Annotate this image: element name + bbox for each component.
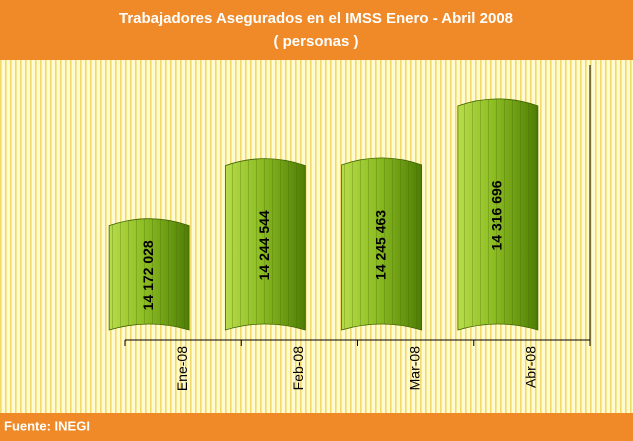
source: Fuente: INEGI bbox=[4, 418, 90, 433]
chart-title: Trabajadores Asegurados en el IMSS Enero… bbox=[119, 10, 513, 27]
x-tick-label: Abr-08 bbox=[523, 346, 539, 388]
value-label: 14 245 463 bbox=[372, 210, 388, 280]
footer-band bbox=[0, 413, 633, 441]
bar-texture bbox=[225, 158, 306, 330]
x-tick-label: Ene-08 bbox=[174, 346, 190, 391]
value-label: 14 316 696 bbox=[489, 180, 505, 250]
value-label: 14 172 028 bbox=[140, 240, 156, 310]
x-tick-label: Feb-08 bbox=[290, 346, 306, 391]
bar-texture bbox=[457, 98, 538, 331]
bar-texture bbox=[109, 218, 190, 330]
bar-texture bbox=[341, 157, 422, 330]
value-label: 14 244 544 bbox=[256, 210, 272, 280]
chart-subtitle: ( personas ) bbox=[273, 33, 358, 50]
header-band bbox=[0, 0, 633, 60]
x-tick-label: Mar-08 bbox=[406, 346, 422, 391]
